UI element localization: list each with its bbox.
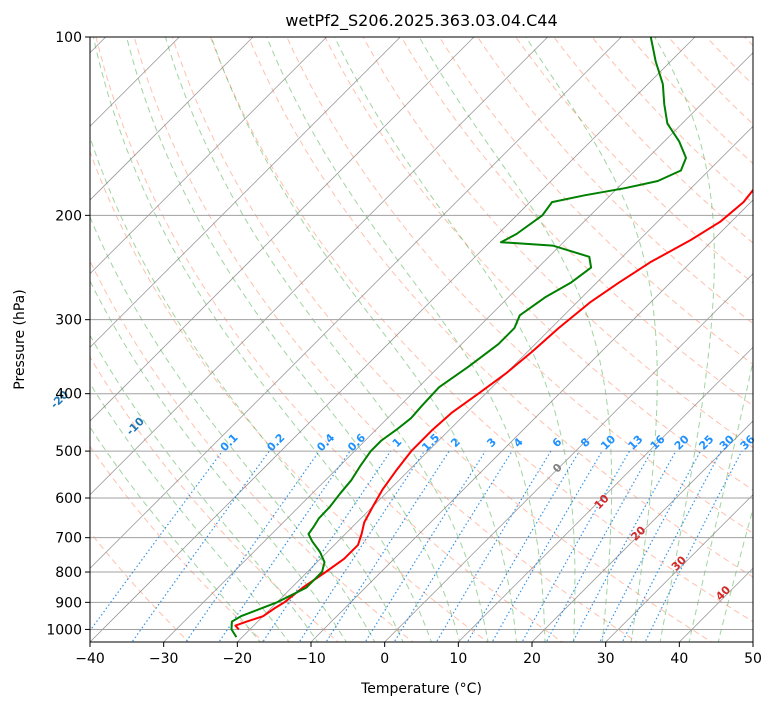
mixing-ratio-line — [621, 450, 722, 642]
isotherm-line — [90, 37, 696, 642]
y-tick-label: 600 — [55, 491, 82, 507]
y-tick-label: 300 — [55, 313, 82, 329]
mixing-ratio-line — [131, 450, 270, 642]
plot-area — [90, 37, 753, 642]
isotherm-line — [90, 37, 622, 569]
isotherm-line — [163, 52, 753, 642]
x-tick-label: 50 — [744, 651, 762, 667]
plot-background — [90, 37, 753, 642]
x-tick-label: 30 — [597, 651, 615, 667]
moist-adiabat-line — [90, 215, 376, 642]
isotherm-line — [605, 494, 753, 642]
isotherm-line — [90, 37, 475, 422]
axes: −40 −30 −20 −10 0 10 20 30 40 50 1000 900 800 700 600 5… — [46, 30, 762, 667]
x-tick-label: −20 — [223, 651, 253, 667]
y-tick-label: 900 — [55, 595, 82, 611]
mixing-ratio-line — [262, 450, 392, 642]
mixing-ratio-line — [466, 450, 580, 642]
y-tick-label: 700 — [55, 531, 82, 547]
dry-adiabat-line — [90, 259, 414, 642]
mixing-ratio-line — [185, 450, 320, 642]
isotherm-line — [90, 37, 254, 201]
isotherm-line — [384, 273, 753, 642]
y-axis-label: Pressure (hPa) — [12, 289, 28, 389]
isotherm-line — [237, 125, 753, 642]
x-tick-label: 0 — [380, 651, 389, 667]
isotherm-line — [752, 641, 753, 642]
x-tick-label: 40 — [670, 651, 688, 667]
dewpoint-profile — [230, 37, 687, 638]
mixing-ratio-line — [90, 450, 223, 632]
isotherm-line — [531, 420, 753, 642]
data-series — [230, 37, 753, 638]
y-tick-label: 100 — [55, 30, 82, 46]
isotherm-line — [310, 199, 753, 642]
isotherm-line — [90, 37, 401, 348]
x-tick-label: −30 — [149, 651, 179, 667]
mixing-ratio-line — [298, 450, 425, 642]
x-tick-label: 20 — [523, 651, 541, 667]
x-tick-label: −10 — [296, 651, 326, 667]
x-tick-label: 10 — [449, 651, 467, 667]
mixing-ratio-line — [393, 450, 513, 642]
chart-title: wetPf2_S206.2025.363.03.04.C44 — [285, 11, 557, 31]
y-tick-label: 500 — [55, 444, 82, 460]
y-tick-label: 1000 — [46, 622, 82, 638]
isotherm-line — [458, 346, 753, 642]
mixing-ratio-line — [599, 450, 702, 642]
y-tick-label: 200 — [55, 208, 82, 224]
mixing-ratio-line — [364, 450, 486, 642]
mixing-ratio-line — [325, 450, 450, 642]
y-tick-label: 800 — [55, 565, 82, 581]
x-axis-label: Temperature (°C) — [360, 681, 482, 697]
y-tick-label: 400 — [55, 387, 82, 403]
x-tick-label: −40 — [75, 651, 105, 667]
plot-frame — [89, 36, 754, 643]
background-lines — [90, 24, 775, 645]
dry-adiabat-line — [90, 150, 489, 642]
dry-adiabat-line — [770, 24, 775, 645]
mixing-ratio-line — [572, 450, 677, 642]
isotherm-line — [90, 37, 548, 496]
isotherm-line — [90, 37, 327, 275]
